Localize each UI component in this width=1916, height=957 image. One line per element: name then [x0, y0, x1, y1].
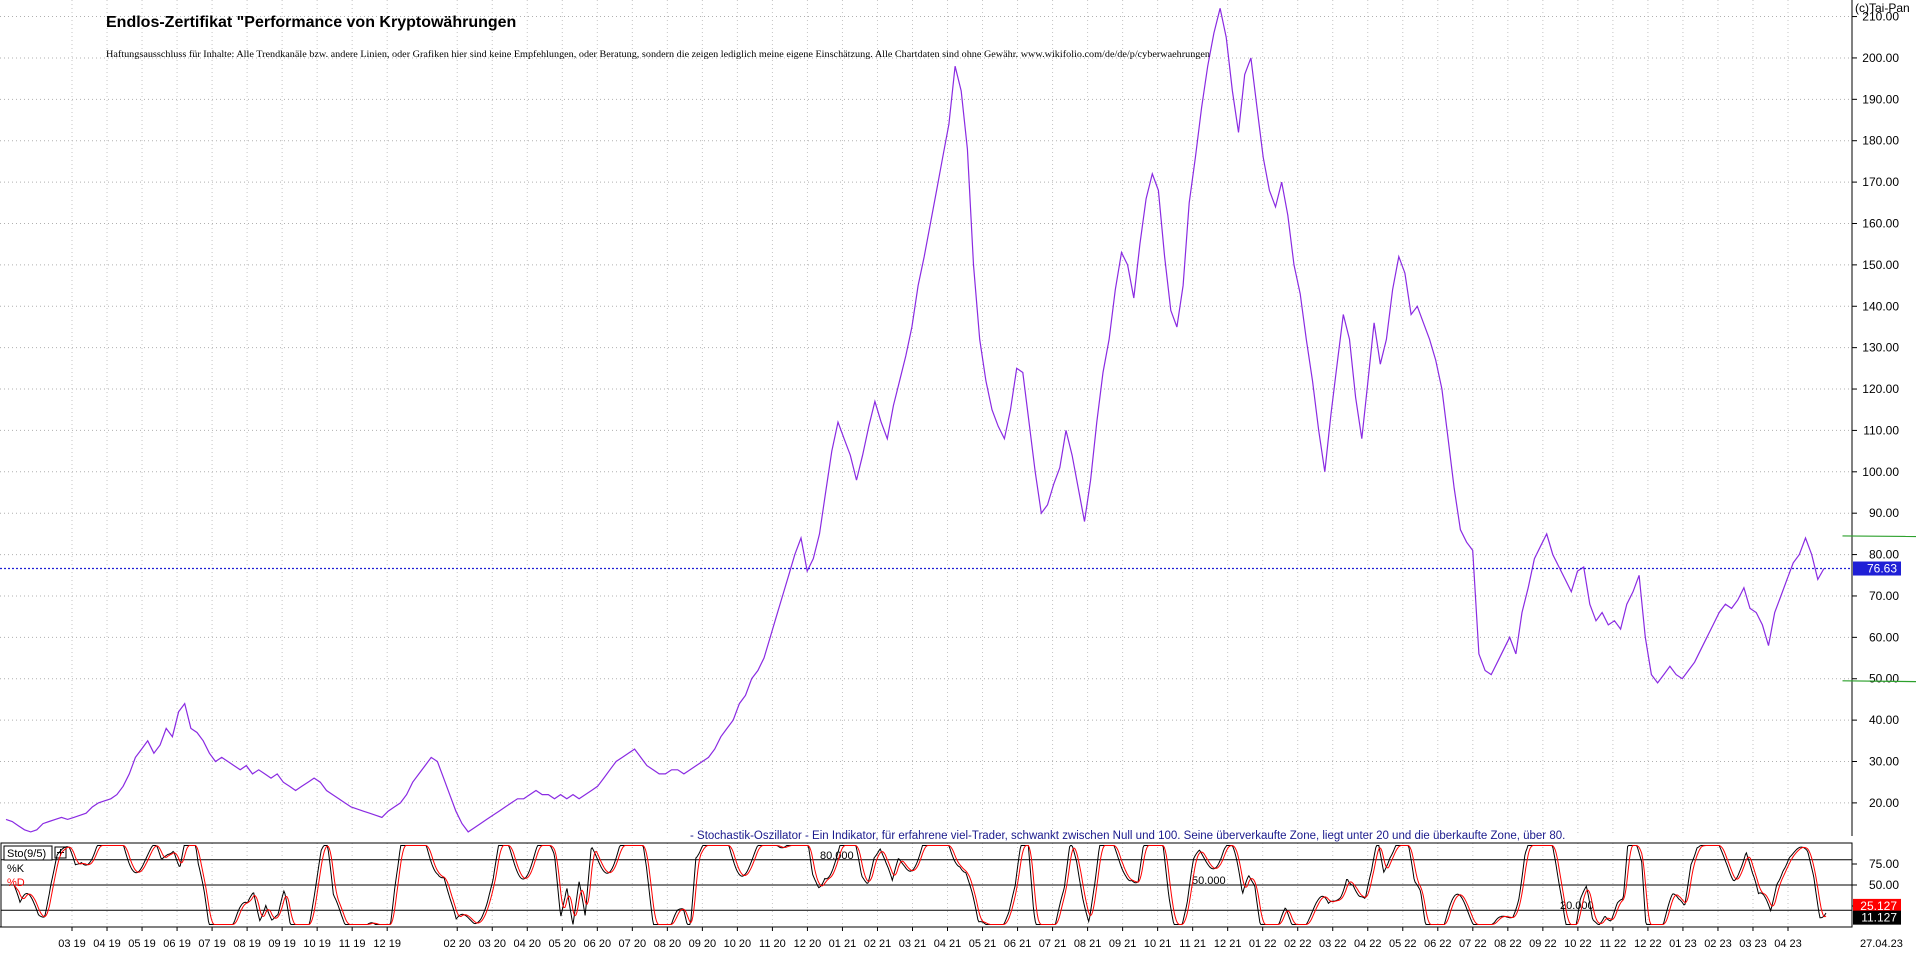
- current-value-badge: [1853, 561, 1901, 576]
- x-tick-label: 08 19: [233, 938, 261, 950]
- osc-y-tick-label: 75.00: [1869, 857, 1899, 871]
- x-tick-label: 06 22: [1424, 938, 1452, 950]
- osc-d-value: 11.127: [1861, 911, 1897, 925]
- y-tick-label: 30.00: [1869, 755, 1899, 769]
- price-lines: 76.63: [0, 8, 1916, 833]
- x-tick-label: 04 22: [1354, 938, 1382, 950]
- x-tick-label: 10 20: [724, 938, 752, 950]
- x-tick-label: 12 21: [1214, 938, 1242, 950]
- x-tick-label: 11 21: [1179, 938, 1206, 950]
- x-tick-label: 09 22: [1529, 938, 1557, 950]
- osc-k-badge: [1853, 898, 1901, 913]
- oscillator-description: - Stochastik-Oszillator - Ein Indikator,…: [690, 830, 1565, 842]
- y-axis: 20.00 30.00 40.00 50.00 60.00 70.00 80.00 90.00…: [1852, 10, 1899, 810]
- grid: [0, 0, 1853, 927]
- watermark: (c)Tai-Pan: [1855, 1, 1910, 15]
- x-tick-label: 02 21: [864, 938, 892, 950]
- y-tick-label: 120.00: [1862, 382, 1899, 396]
- x-tick-label: 05 20: [549, 938, 577, 950]
- price-line: [5, 8, 1825, 833]
- x-tick-label: 09 19: [268, 938, 296, 950]
- y-tick-label: 40.00: [1869, 713, 1899, 727]
- y-tick-label: 210.00: [1862, 10, 1899, 24]
- disclaimer-text: Haftungsausschluss für Inhalte: Alle Tre…: [106, 49, 1210, 60]
- y-tick-label: 180.00: [1862, 134, 1899, 148]
- x-tick-label: 03 22: [1319, 938, 1347, 950]
- y-tick-label: 200.00: [1862, 51, 1899, 65]
- x-tick-label: 03 19: [58, 938, 86, 950]
- y-tick-label: 130.00: [1862, 341, 1899, 355]
- osc-legend-d: %D: [7, 877, 25, 889]
- x-tick-label: 06 21: [1004, 938, 1032, 950]
- y-tick-label: 70.00: [1869, 589, 1899, 603]
- osc-k-line: [13, 845, 1827, 925]
- x-tick-label: 05 21: [969, 938, 997, 950]
- x-tick-label: 06 20: [584, 938, 612, 950]
- y-tick-label: 100.00: [1862, 465, 1899, 479]
- x-tick-label: 11 22: [1600, 938, 1627, 950]
- x-tick-label: 10 21: [1144, 938, 1172, 950]
- x-tick-label: 12 22: [1634, 938, 1662, 950]
- y-tick-label: 20.00: [1869, 796, 1899, 810]
- x-axis: 03 19 04 19 05 19 06 19 07 19 08 19 09 19 10 19…: [0, 926, 1852, 950]
- osc-k-value: 25.127: [1860, 899, 1897, 913]
- osc-legend-k: %K: [7, 863, 25, 875]
- x-tick-label: 03 21: [899, 938, 927, 950]
- last-date-label: 27.04.23: [1860, 938, 1903, 950]
- x-tick-label: 04 21: [934, 938, 962, 950]
- x-tick-label: 12 20: [794, 938, 822, 950]
- x-tick-label: 02 23: [1704, 938, 1732, 950]
- y-tick-label: 170.00: [1862, 175, 1899, 189]
- x-tick-label: 01 21: [829, 938, 857, 950]
- x-tick-label: 01 22: [1249, 938, 1277, 950]
- x-tick-label: 01 23: [1669, 938, 1697, 950]
- x-tick-label: 11 19: [339, 938, 366, 950]
- x-tick-label: 02 20: [443, 938, 471, 950]
- x-tick-label: 05 19: [128, 938, 156, 950]
- x-tick-label: 04 20: [513, 938, 541, 950]
- osc-level-label: 20.000: [1560, 900, 1594, 912]
- x-tick-label: 04 23: [1774, 938, 1802, 950]
- x-tick-label: 09 20: [689, 938, 717, 950]
- x-tick-label: 10 22: [1564, 938, 1592, 950]
- y-tick-label: 50.00: [1869, 672, 1899, 686]
- chart-title: Endlos-Zertifikat "Performance von Krypt…: [106, 14, 516, 31]
- x-tick-label: 05 22: [1389, 938, 1417, 950]
- y-tick-label: 140.00: [1862, 299, 1899, 313]
- x-tick-label: 08 22: [1494, 938, 1522, 950]
- osc-level-label: 50.000: [1192, 875, 1226, 887]
- osc-d-line: [13, 844, 1827, 925]
- stochastic-oscillator: 25.0050.0075.0080.00050.00020.000Sto(9/5…: [0, 842, 1901, 928]
- y-tick-label: 80.00: [1869, 548, 1899, 562]
- y-tick-label: 110.00: [1863, 423, 1899, 437]
- osc-y-tick-label: 50.00: [1869, 878, 1899, 892]
- y-tick-label: 60.00: [1869, 630, 1899, 644]
- osc-legend-box: [3, 845, 53, 861]
- x-tick-label: 07 22: [1459, 938, 1487, 950]
- x-tick-label: 03 20: [478, 938, 506, 950]
- x-tick-label: 02 22: [1284, 938, 1312, 950]
- y-tick-label: 150.00: [1862, 258, 1899, 272]
- x-tick-label: 09 21: [1109, 938, 1137, 950]
- x-tick-label: 11 20: [759, 938, 786, 950]
- x-tick-label: 12 19: [373, 938, 401, 950]
- x-tick-label: 07 21: [1039, 938, 1067, 950]
- x-tick-label: 07 19: [198, 938, 226, 950]
- x-tick-label: 08 21: [1074, 938, 1102, 950]
- y-tick-label: 90.00: [1869, 506, 1899, 520]
- x-tick-label: 03 23: [1739, 938, 1767, 950]
- current-value-label: 76.63: [1867, 562, 1897, 576]
- osc-legend-title: Sto(9/5): [7, 848, 46, 860]
- y-tick-label: 190.00: [1862, 92, 1899, 106]
- x-tick-label: 10 19: [303, 938, 331, 950]
- x-tick-label: 08 20: [654, 938, 682, 950]
- x-tick-label: 06 19: [163, 938, 191, 950]
- x-tick-label: 07 20: [619, 938, 647, 950]
- x-tick-label: 04 19: [93, 938, 121, 950]
- osc-d-badge: [1853, 910, 1901, 925]
- y-tick-label: 160.00: [1862, 216, 1899, 230]
